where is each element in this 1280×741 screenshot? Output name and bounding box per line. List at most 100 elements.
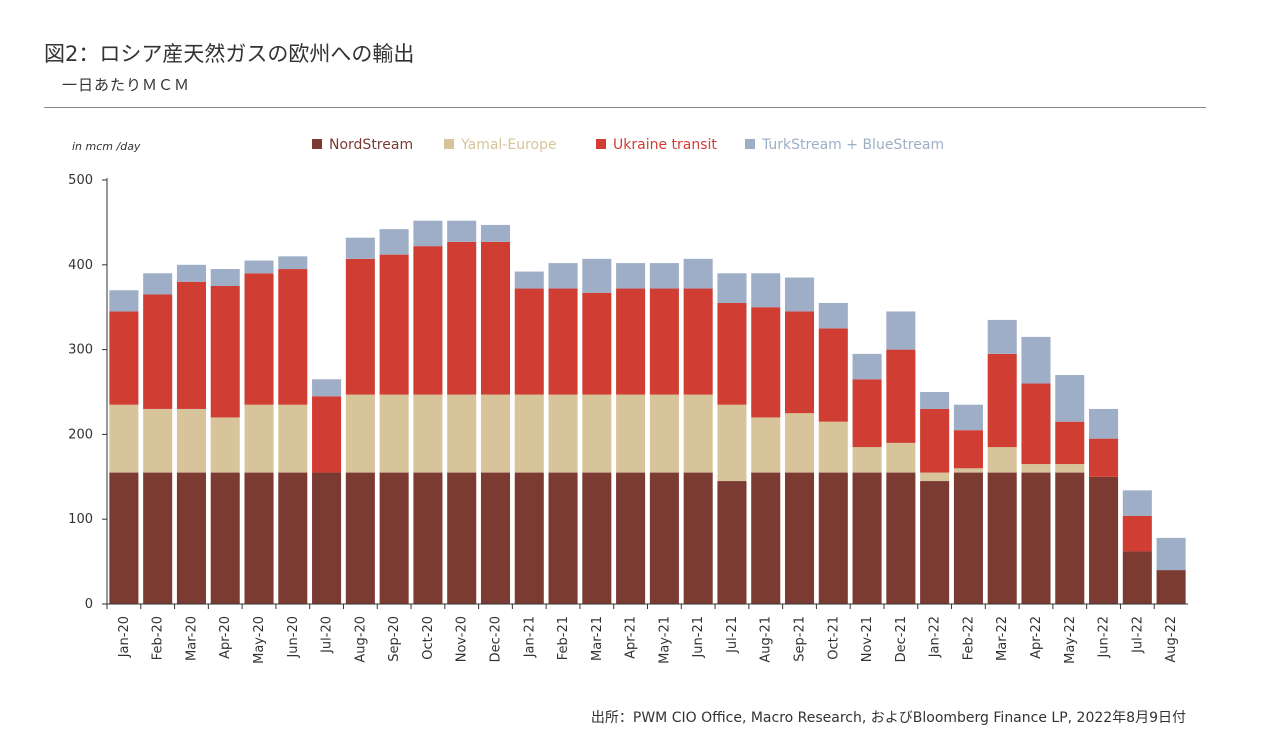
x-tick-label-Feb-22: Feb-22 bbox=[961, 616, 976, 660]
bar-Mar-20-s3 bbox=[176, 281, 206, 409]
bar-Oct-21-s4 bbox=[818, 302, 848, 329]
bar-Jan-21-s3 bbox=[514, 288, 544, 395]
bar-Oct-21-s2 bbox=[818, 421, 848, 473]
bar-Dec-21-s1 bbox=[886, 472, 916, 604]
bar-May-20-s1 bbox=[244, 472, 274, 604]
x-tick-label-Nov-20: Nov-20 bbox=[455, 616, 470, 662]
x-tick-label-Dec-21: Dec-21 bbox=[894, 616, 909, 662]
bar-Jan-22-s1 bbox=[920, 481, 950, 604]
legend-swatch-2 bbox=[444, 139, 454, 149]
chart-legend: NordStream Yamal-Europe Ukraine transit Tur… bbox=[312, 137, 944, 153]
bar-Feb-20-s1 bbox=[143, 472, 173, 604]
x-tick-label-Jul-22: Jul-22 bbox=[1130, 616, 1145, 654]
bar-Jun-22-s4 bbox=[1089, 408, 1119, 439]
bar-Jun-20-s2 bbox=[278, 404, 308, 473]
bar-Jun-21-s3 bbox=[683, 288, 713, 395]
bar-Sep-20-s1 bbox=[379, 472, 409, 604]
bar-Dec-20-s3 bbox=[480, 241, 511, 395]
x-tick-label-Sep-21: Sep-21 bbox=[793, 616, 808, 662]
x-tick-label-Jul-21: Jul-21 bbox=[725, 616, 740, 654]
bar-Feb-21-s3 bbox=[548, 288, 578, 395]
x-tick-label-Jan-20: Jan-20 bbox=[117, 616, 132, 658]
bar-Nov-20-s1 bbox=[447, 472, 477, 604]
bar-Oct-20-s1 bbox=[413, 472, 443, 604]
bar-Dec-20-s4 bbox=[480, 224, 511, 242]
x-tick-label-Apr-21: Apr-21 bbox=[624, 616, 639, 659]
bar-May-22-s2 bbox=[1055, 464, 1085, 473]
bar-Apr-21-s3 bbox=[616, 288, 646, 395]
x-tick-label-Apr-20: Apr-20 bbox=[218, 616, 233, 659]
x-tick-label-Jun-21: Jun-21 bbox=[691, 616, 706, 659]
bar-Jan-21-s1 bbox=[514, 472, 544, 604]
x-tick-label-May-20: May-20 bbox=[252, 616, 267, 664]
bar-May-21-s4 bbox=[649, 263, 679, 289]
bar-Sep-20-s2 bbox=[379, 394, 409, 473]
x-tick-label-Aug-22: Aug-22 bbox=[1164, 616, 1179, 663]
bar-Dec-20-s1 bbox=[480, 472, 511, 604]
x-tick-label-Jun-22: Jun-22 bbox=[1097, 616, 1112, 659]
bar-May-21-s3 bbox=[649, 288, 679, 395]
bar-Sep-21-s3 bbox=[784, 311, 815, 414]
bar-Feb-20-s3 bbox=[143, 294, 173, 409]
bar-Feb-20-s4 bbox=[143, 273, 173, 295]
bar-Aug-20-s2 bbox=[345, 394, 375, 473]
y-tick-label-200: 200 bbox=[68, 427, 93, 442]
x-tick-label-Jun-20: Jun-20 bbox=[286, 616, 301, 659]
bar-Feb-22-s3 bbox=[953, 430, 983, 469]
bar-Feb-21-s4 bbox=[548, 263, 578, 289]
bar-May-22-s1 bbox=[1055, 472, 1085, 604]
bar-May-20-s2 bbox=[244, 404, 274, 473]
bar-Apr-22-s4 bbox=[1021, 336, 1051, 384]
bar-Apr-20-s3 bbox=[210, 286, 240, 418]
x-tick-label-Mar-22: Mar-22 bbox=[995, 616, 1010, 661]
bar-Jul-21-s1 bbox=[717, 481, 747, 604]
chart-subtitle: 一日あたりＭＣＭ bbox=[62, 76, 191, 94]
bar-Nov-20-s2 bbox=[447, 394, 477, 473]
bar-Aug-20-s3 bbox=[345, 258, 375, 395]
bar-Oct-20-s3 bbox=[413, 246, 443, 395]
bar-Apr-21-s1 bbox=[616, 472, 646, 604]
bar-Jul-21-s4 bbox=[717, 273, 747, 303]
bar-May-21-s2 bbox=[649, 394, 679, 473]
bar-Jun-21-s2 bbox=[683, 394, 713, 473]
unit-label: in mcm /day bbox=[72, 140, 141, 153]
bar-Apr-20-s1 bbox=[210, 472, 240, 604]
bar-Jun-21-s4 bbox=[683, 258, 713, 289]
x-tick-label-Jul-20: Jul-20 bbox=[320, 616, 335, 654]
bar-Mar-21-s3 bbox=[582, 292, 612, 395]
bar-Jul-20-s3 bbox=[312, 396, 342, 473]
bar-Dec-20-s2 bbox=[480, 394, 511, 473]
bar-Jul-22-s3 bbox=[1122, 515, 1152, 552]
y-tick-label-100: 100 bbox=[68, 512, 93, 527]
bar-Jun-20-s3 bbox=[278, 269, 308, 405]
x-tick-label-Oct-21: Oct-21 bbox=[826, 616, 841, 660]
bar-Apr-22-s1 bbox=[1021, 472, 1051, 604]
bar-Oct-20-s4 bbox=[413, 220, 443, 247]
bar-Jan-22-s4 bbox=[920, 392, 950, 409]
bar-Jan-20-s4 bbox=[109, 290, 139, 312]
bar-Mar-22-s4 bbox=[987, 319, 1017, 354]
x-tick-label-Dec-20: Dec-20 bbox=[488, 616, 503, 662]
bar-Feb-21-s1 bbox=[548, 472, 578, 604]
bar-Sep-21-s2 bbox=[784, 413, 815, 473]
bar-Apr-21-s4 bbox=[616, 263, 646, 289]
bar-Jul-22-s1 bbox=[1122, 551, 1152, 604]
bar-Aug-22-s4 bbox=[1156, 537, 1186, 571]
bar-Jan-22-s3 bbox=[920, 408, 950, 473]
bar-Feb-22-s2 bbox=[953, 468, 983, 473]
bar-Jul-21-s2 bbox=[717, 404, 747, 482]
legend-label-3: Ukraine transit bbox=[613, 137, 717, 153]
bar-May-22-s3 bbox=[1055, 421, 1085, 465]
bar-Jan-20-s3 bbox=[109, 311, 139, 405]
bar-Jun-20-s4 bbox=[278, 256, 308, 270]
bar-Aug-20-s1 bbox=[345, 472, 375, 604]
y-tick-label-300: 300 bbox=[68, 343, 93, 358]
bar-Jul-21-s3 bbox=[717, 302, 747, 405]
x-tick-label-Nov-21: Nov-21 bbox=[860, 616, 875, 662]
bar-Mar-21-s1 bbox=[582, 472, 612, 604]
legend-label-2: Yamal-Europe bbox=[460, 137, 557, 153]
bar-Nov-21-s2 bbox=[852, 447, 882, 473]
bar-Aug-22-s1 bbox=[1156, 570, 1186, 604]
x-tick-label-May-21: May-21 bbox=[657, 616, 672, 664]
